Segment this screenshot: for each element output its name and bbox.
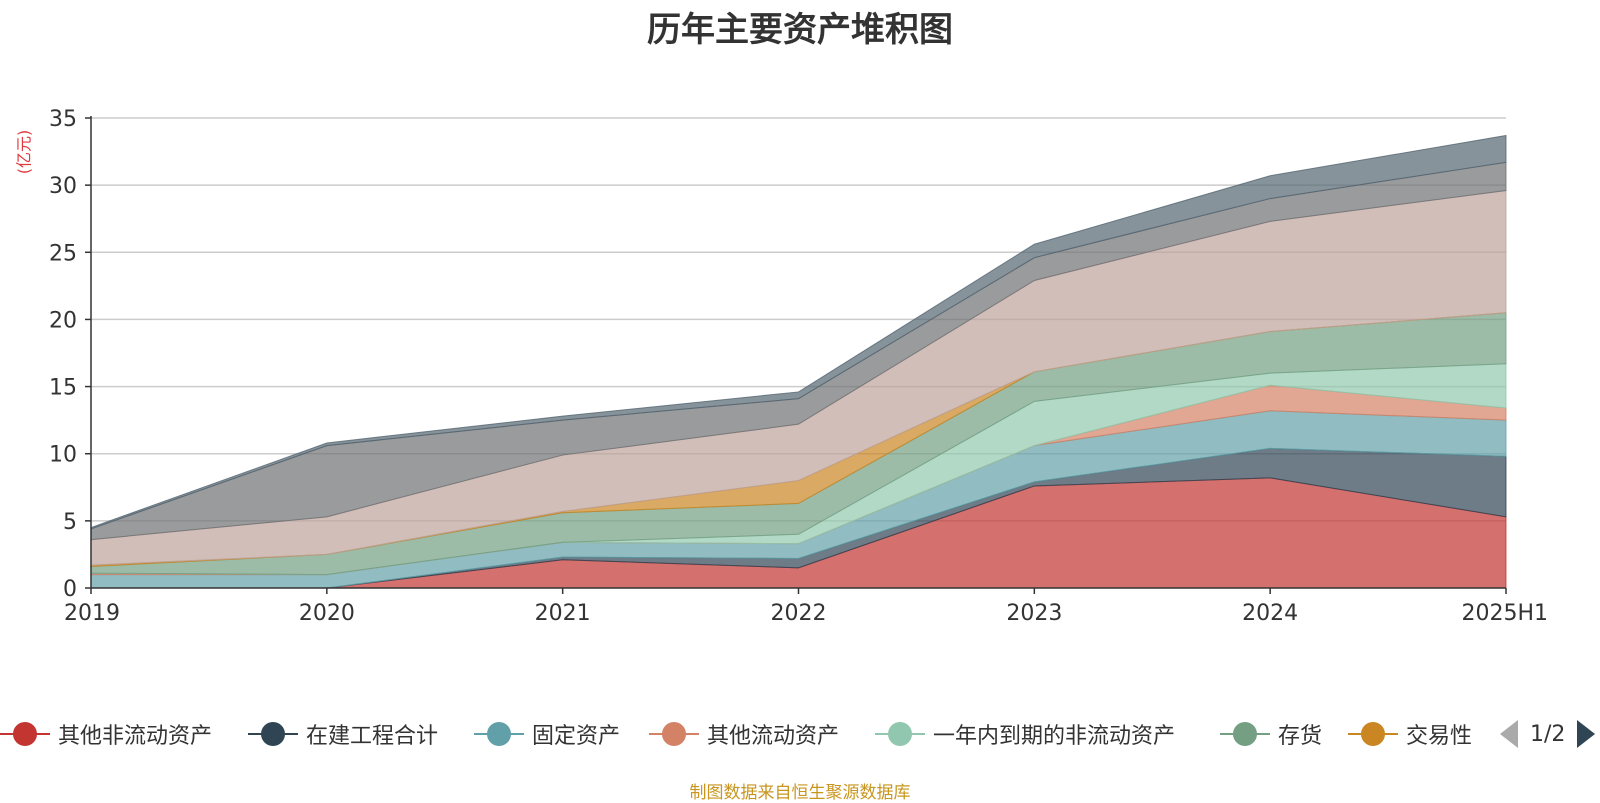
legend-item[interactable]: 其他非流动资产 <box>0 716 212 752</box>
legend-marker-icon <box>1348 722 1398 746</box>
legend-marker-icon <box>0 722 50 746</box>
stacked-area-chart: 0 5 10 15 20 25 30 35 2019 2020 2021 2022 2023 2024 20… <box>49 107 1548 626</box>
y-tick-label: 15 <box>49 376 77 401</box>
x-tick-label: 2024 <box>1242 601 1298 626</box>
legend-label: 固定资产 <box>532 724 621 749</box>
y-tick-label: 25 <box>49 241 77 266</box>
y-tick-label: 35 <box>49 107 77 132</box>
legend-item[interactable]: 其他流动资产 <box>649 716 839 752</box>
chart-title: 历年主要资产堆积图 <box>647 10 953 50</box>
source-note: 制图数据来自恒生聚源数据库 <box>689 783 911 803</box>
legend-page-indicator: 1/2 <box>1530 721 1566 747</box>
area-series-10 <box>90 134 1507 530</box>
x-tick-label: 2025H1 <box>1461 601 1548 626</box>
legend-item[interactable]: 存货 <box>1220 716 1322 752</box>
x-tick-label: 2019 <box>64 601 120 626</box>
axes: 0 5 10 15 20 25 30 35 2019 2020 2021 2022 2023 2024 20… <box>49 107 1548 626</box>
y-tick-label: 30 <box>49 174 77 199</box>
legend-label: 在建工程合计 <box>306 724 439 749</box>
legend-label: 一年内到期的非流动资产 <box>933 724 1176 749</box>
legend-label: 其他流动资产 <box>707 724 840 749</box>
prev-page-icon[interactable] <box>1500 720 1518 748</box>
legend-marker-icon <box>649 722 699 746</box>
legend-item[interactable]: 交易性 <box>1348 716 1472 752</box>
x-tick-label: 2022 <box>771 601 827 626</box>
next-page-icon[interactable] <box>1577 720 1596 748</box>
y-tick-label: 5 <box>63 510 77 535</box>
x-tick-label: 2021 <box>535 601 591 626</box>
legend-label: 其他非流动资产 <box>58 724 213 749</box>
y-tick-label: 0 <box>63 577 77 602</box>
legend-label: 存货 <box>1278 724 1323 749</box>
legend-marker-icon <box>1220 722 1270 746</box>
legend: 其他非流动资产 在建工程合计 固定资产 其他流动资产 一年内到期的非流动资产 存货 交易性 <box>0 716 1600 752</box>
legend-item[interactable]: 一年内到期的非流动资产 <box>875 716 1175 752</box>
y-tick-label: 10 <box>49 443 77 468</box>
x-tick-label: 2023 <box>1006 601 1062 626</box>
y-tick-label: 20 <box>49 308 77 333</box>
area-series <box>90 134 1507 589</box>
legend-item[interactable]: 固定资产 <box>474 716 620 752</box>
legend-pager: 1/2 <box>1500 716 1596 752</box>
x-tick-label: 2020 <box>299 601 355 626</box>
legend-marker-icon <box>474 722 524 746</box>
legend-item[interactable]: 在建工程合计 <box>248 716 438 752</box>
legend-marker-icon <box>248 722 298 746</box>
legend-label: 交易性 <box>1406 724 1473 749</box>
legend-marker-icon <box>875 722 925 746</box>
